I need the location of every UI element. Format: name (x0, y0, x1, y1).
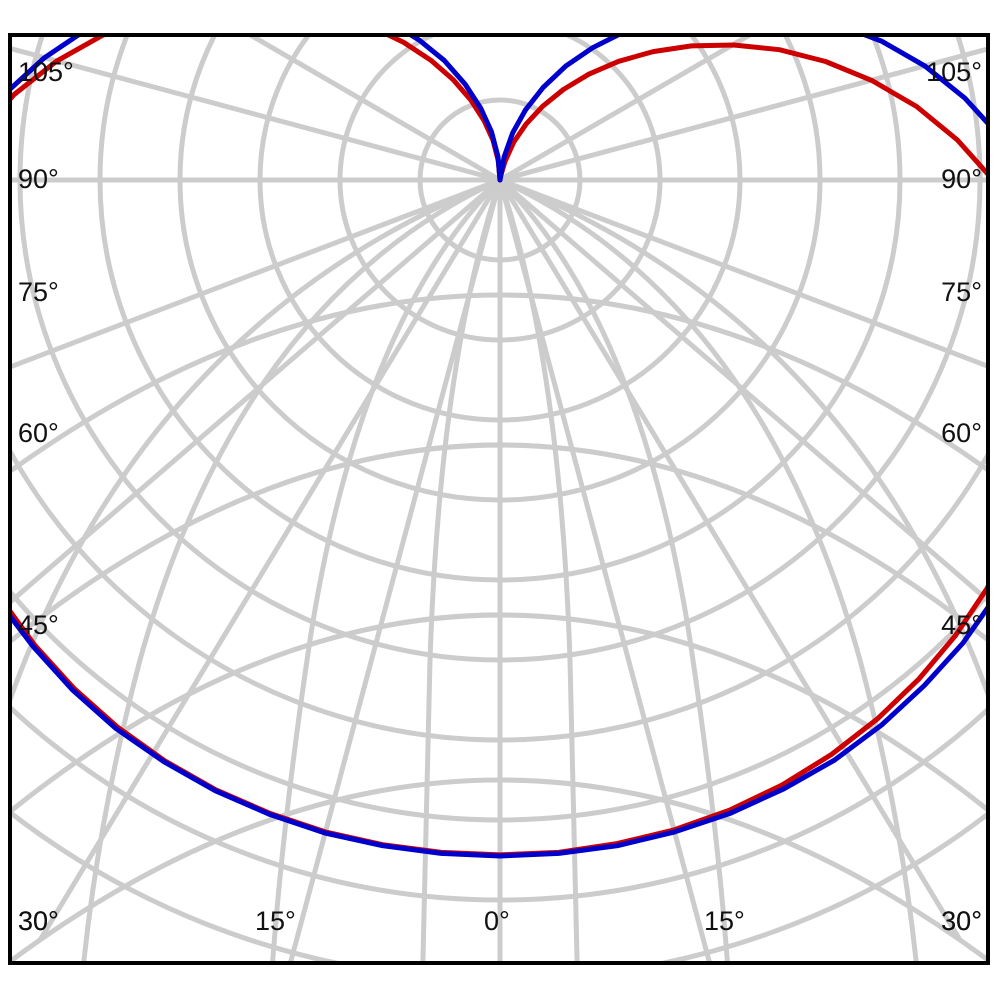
axis-label-left-75: 75° (18, 277, 59, 307)
axis-label-right-60: 60° (941, 418, 982, 448)
plot-frame (8, 33, 990, 965)
axis-label-bottom-15-right: 15° (704, 906, 745, 936)
axis-label-left-105: 105° (18, 57, 74, 87)
axis-label-right-105: 105° (926, 57, 982, 87)
axis-label-bottom-15-left: 15° (255, 906, 296, 936)
axis-label-bottom-30-right: 30° (941, 906, 982, 936)
axis-label-right-30: 30° (941, 906, 982, 936)
axis-label-right-45: 45° (941, 610, 982, 640)
axis-label-left-45: 45° (18, 610, 59, 640)
axis-label-bottom-30-left: 30° (18, 906, 59, 936)
axis-label-bottom-0: 0° (484, 906, 510, 936)
axis-label-left-30: 30° (18, 906, 59, 936)
axis-label-left-90: 90° (18, 164, 59, 194)
axis-label-left-60: 60° (18, 418, 59, 448)
axis-label-right-90: 90° (941, 164, 982, 194)
axis-label-right-75: 75° (941, 277, 982, 307)
